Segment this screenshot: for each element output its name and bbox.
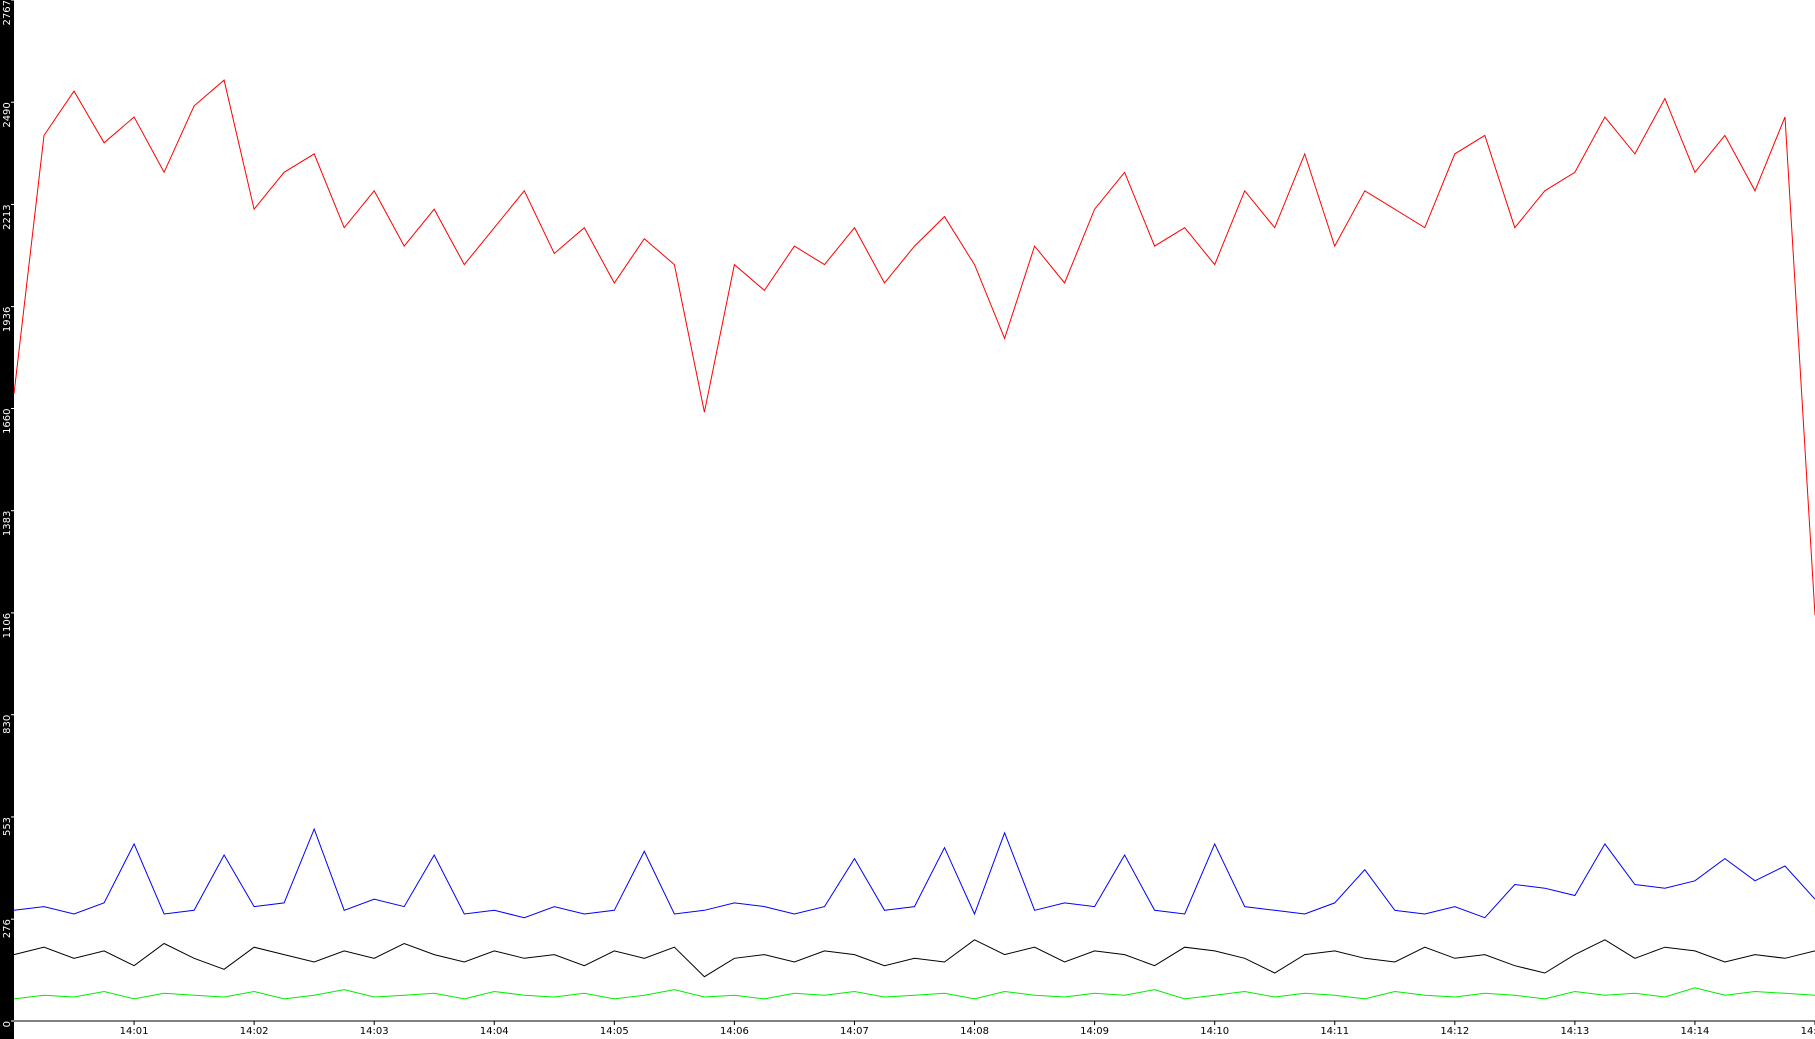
- y-tick-label: 2767: [2, 0, 13, 25]
- x-tick-label: 14:09: [1080, 1026, 1109, 1037]
- y-tick-label: 1383: [2, 511, 13, 536]
- x-tick-label: 14:07: [840, 1026, 869, 1037]
- x-tick-label: 14:02: [240, 1026, 269, 1037]
- x-tick-label: 14:04: [480, 1026, 509, 1037]
- x-tick-label: 14:03: [360, 1026, 389, 1037]
- y-tick-label: 2490: [2, 102, 13, 127]
- y-tick-label: 276: [2, 919, 13, 938]
- series-line: [13, 827, 1815, 919]
- series-line: [13, 939, 1815, 978]
- series-line: [13, 79, 1815, 616]
- y-tick-label: 0: [2, 1021, 13, 1027]
- x-tick-label: 14:15: [1801, 1026, 1815, 1037]
- x-tick-label: 14:05: [600, 1026, 629, 1037]
- x-tick-label: 14:14: [1681, 1026, 1710, 1037]
- x-tick-label: 14:12: [1440, 1026, 1469, 1037]
- x-tick-label: 14:01: [120, 1026, 149, 1037]
- x-tick-label: 14:11: [1320, 1026, 1349, 1037]
- x-tick-label: 14:13: [1560, 1026, 1589, 1037]
- y-tick-label: 830: [2, 715, 13, 734]
- y-tick-label: 1660: [2, 408, 13, 433]
- x-tick-label: 14:10: [1200, 1026, 1229, 1037]
- series-line: [13, 987, 1815, 1000]
- y-axis-strip: [0, 0, 14, 1039]
- y-tick-label: 553: [2, 817, 13, 836]
- y-tick-label: 1936: [2, 307, 13, 332]
- x-tick-label: 14:08: [960, 1026, 989, 1037]
- y-tick-label: 1106: [2, 613, 13, 638]
- y-tick-label: 2213: [2, 204, 13, 229]
- x-tick-label: 14:06: [720, 1026, 749, 1037]
